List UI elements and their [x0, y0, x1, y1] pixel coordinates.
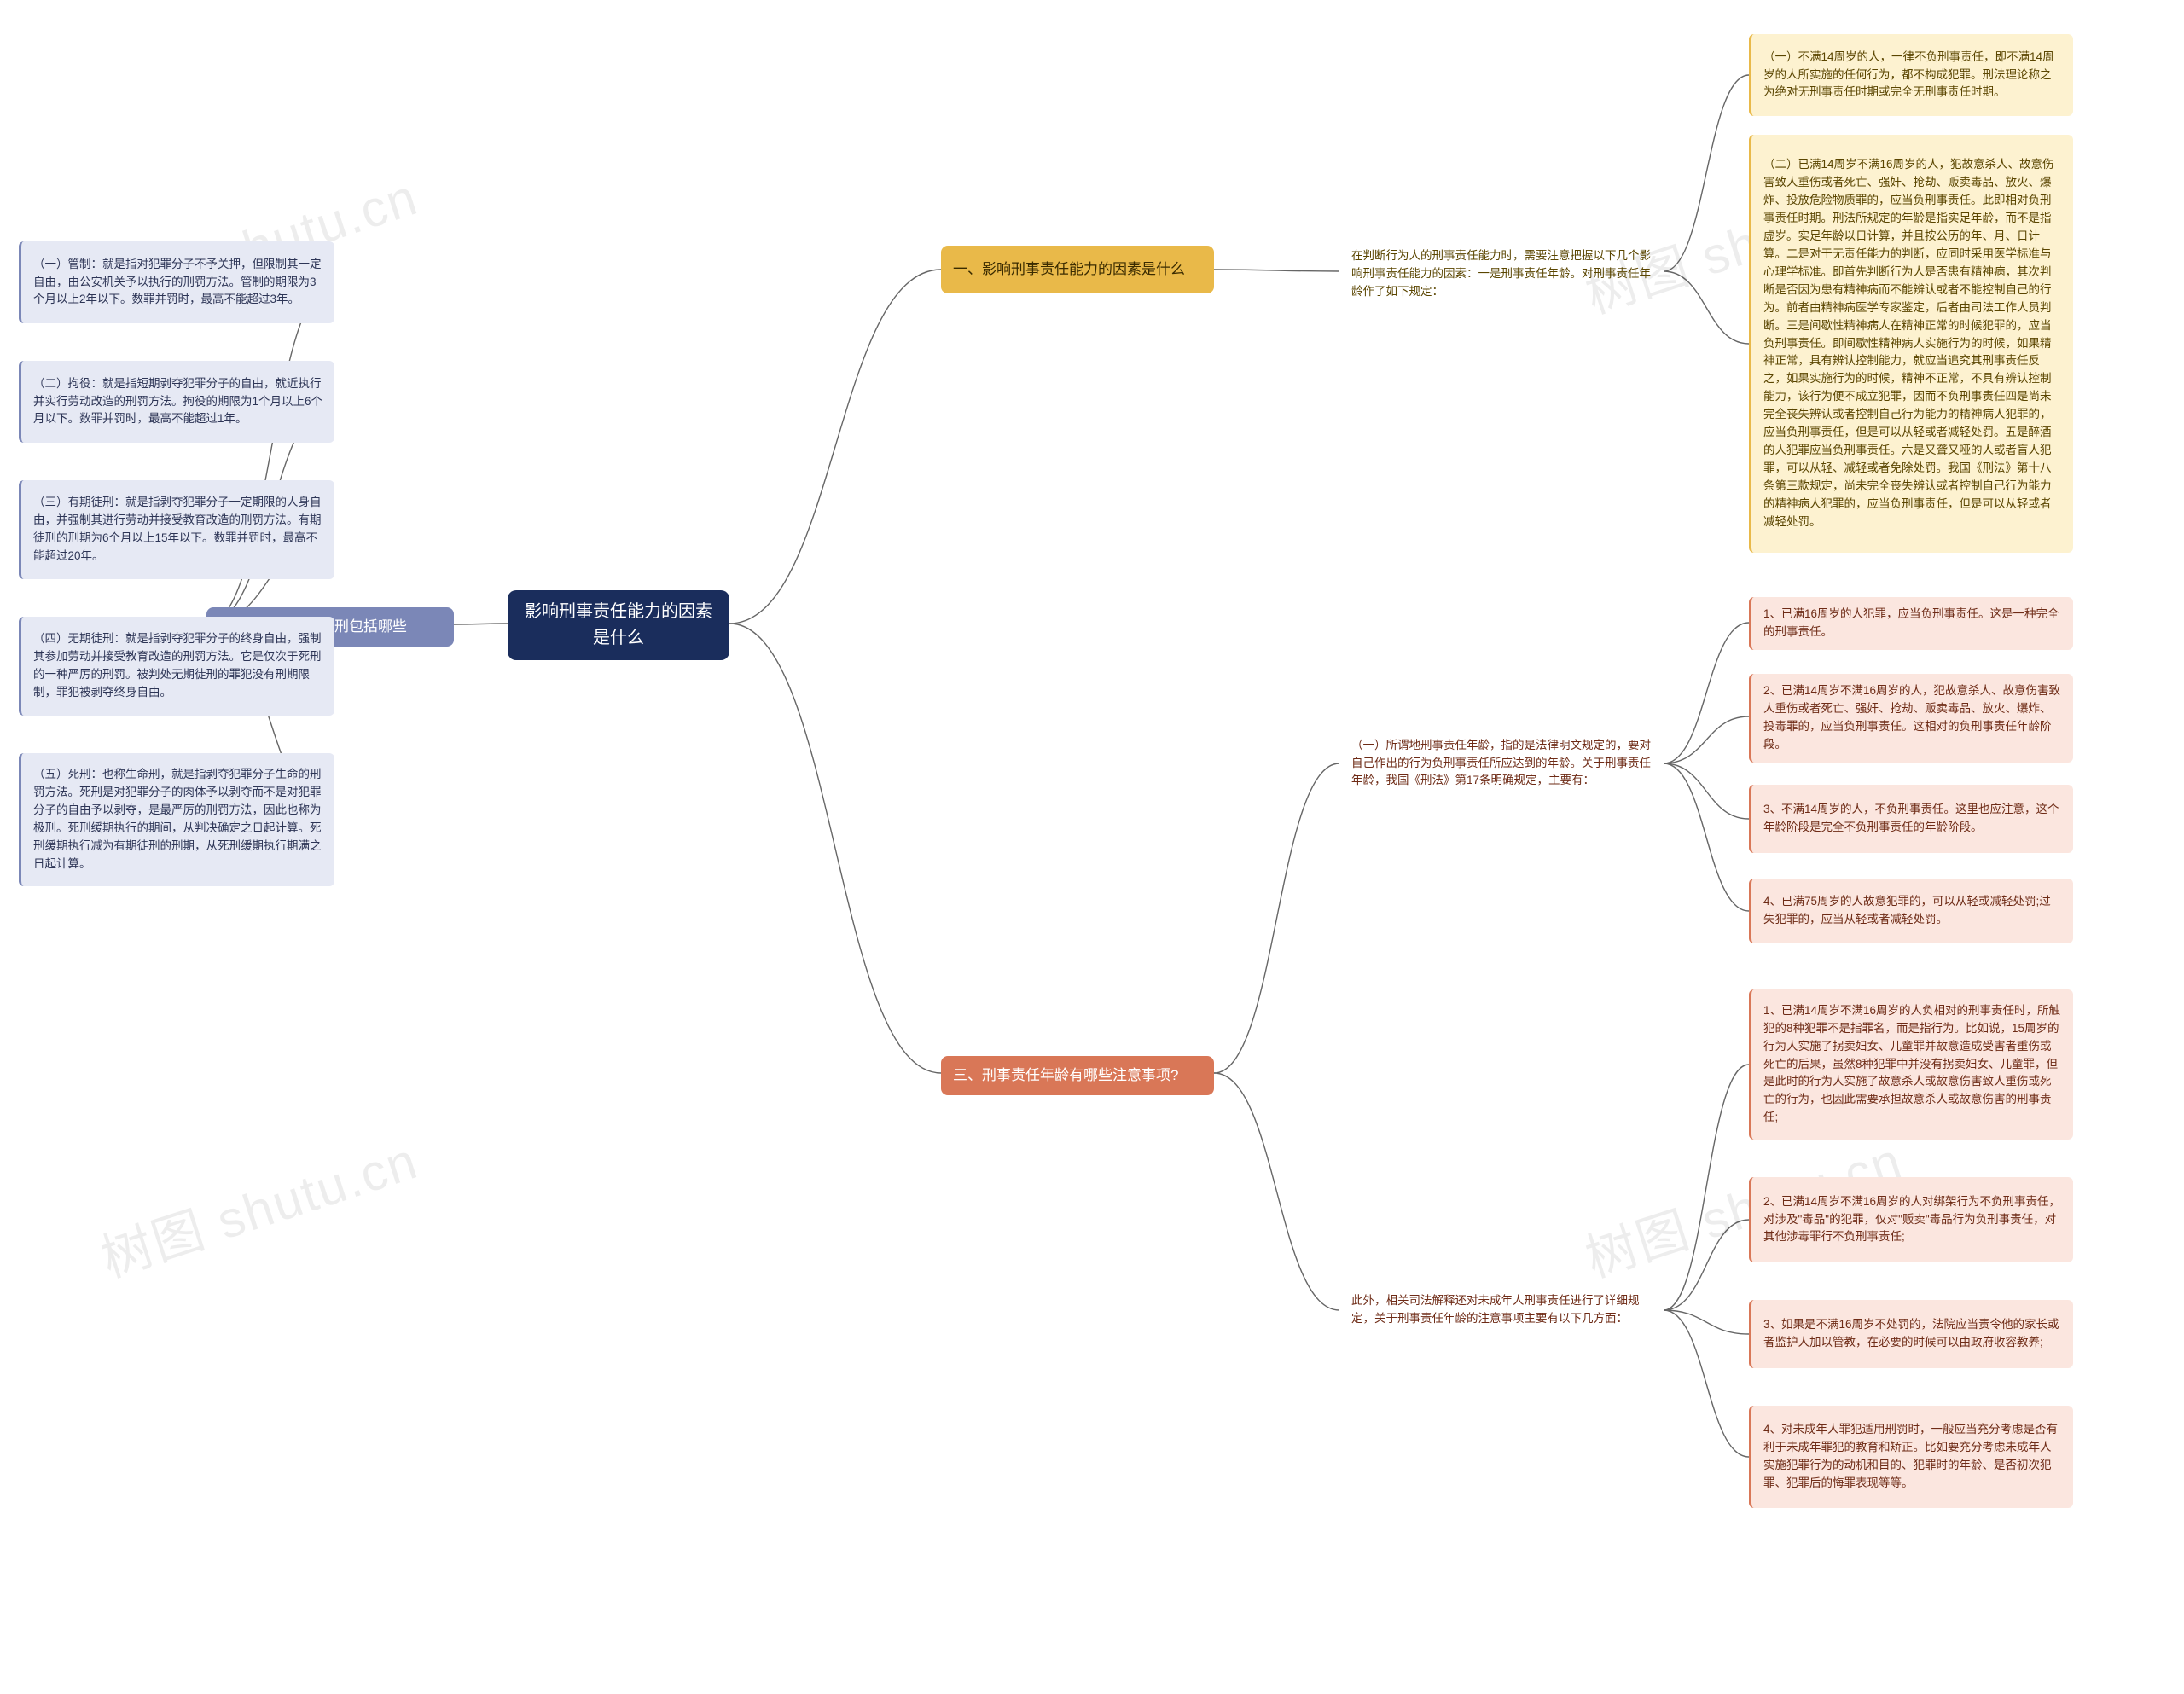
leaf-b2-0[interactable]: （一）管制：就是指对犯罪分子不予关押，但限制其一定自由，由公安机关予以执行的刑罚…: [19, 241, 334, 323]
leaf-b3-1-3[interactable]: 4、对未成年人罪犯适用刑罚时，一般应当充分考虑是否有利于未成年罪犯的教育和矫正。…: [1749, 1406, 2073, 1508]
leaf-b3-1-1[interactable]: 2、已满14周岁不满16周岁的人对绑架行为不负刑事责任，对涉及"毒品"的犯罪，仅…: [1749, 1177, 2073, 1262]
branch-b3[interactable]: 三、刑事责任年龄有哪些注意事项?: [941, 1056, 1214, 1095]
branch-b1[interactable]: 一、影响刑事责任能力的因素是什么: [941, 246, 1214, 293]
leaf-b3-0-0[interactable]: 1、已满16周岁的人犯罪，应当负刑事责任。这是一种完全的刑事责任。: [1749, 597, 2073, 650]
leaf-b1-0[interactable]: （一）不满14周岁的人，一律不负刑事责任，即不满14周岁的人所实施的任何行为，都…: [1749, 34, 2073, 116]
mid-b1[interactable]: 在判断行为人的刑事责任能力时，需要注意把握以下几个影响刑事责任能力的因素：一是刑…: [1339, 239, 1664, 310]
leaf-b2-1[interactable]: （二）拘役：就是指短期剥夺犯罪分子的自由，就近执行并实行劳动改造的刑罚方法。拘役…: [19, 361, 334, 443]
center-topic[interactable]: 影响刑事责任能力的因素是什么: [508, 590, 729, 660]
sub-b3-1[interactable]: 此外，相关司法解释还对未成年人刑事责任进行了详细规定，关于刑事责任年龄的注意事项…: [1339, 1278, 1664, 1343]
sub-b3-0[interactable]: （一）所谓地刑事责任年龄，指的是法律明文规定的，要对自己作出的行为负刑事责任所应…: [1339, 721, 1664, 806]
leaf-b3-0-2[interactable]: 3、不满14周岁的人，不负刑事责任。这里也应注意，这个年龄阶段是完全不负刑事责任…: [1749, 785, 2073, 853]
leaf-b2-2[interactable]: （三）有期徒刑：就是指剥夺犯罪分子一定期限的人身自由，并强制其进行劳动并接受教育…: [19, 480, 334, 579]
leaf-b3-1-2[interactable]: 3、如果是不满16周岁不处罚的，法院应当责令他的家长或者监护人加以管教，在必要的…: [1749, 1300, 2073, 1368]
leaf-b3-0-3[interactable]: 4、已满75周岁的人故意犯罪的，可以从轻或减轻处罚;过失犯罪的，应当从轻或者减轻…: [1749, 879, 2073, 943]
leaf-b2-4[interactable]: （五）死刑：也称生命刑，就是指剥夺犯罪分子生命的刑罚方法。死刑是对犯罪分子的肉体…: [19, 753, 334, 886]
leaf-b3-1-0[interactable]: 1、已满14周岁不满16周岁的人负相对的刑事责任时，所触犯的8种犯罪不是指罪名，…: [1749, 989, 2073, 1140]
leaf-b1-1[interactable]: （二）已满14周岁不满16周岁的人，犯故意杀人、故意伤害致人重伤或者死亡、强奸、…: [1749, 135, 2073, 553]
leaf-b2-3[interactable]: （四）无期徒刑：就是指剥夺犯罪分子的终身自由，强制其参加劳动并接受教育改造的刑罚…: [19, 617, 334, 716]
leaf-b3-0-1[interactable]: 2、已满14周岁不满16周岁的人，犯故意杀人、故意伤害致人重伤或者死亡、强奸、抢…: [1749, 674, 2073, 763]
